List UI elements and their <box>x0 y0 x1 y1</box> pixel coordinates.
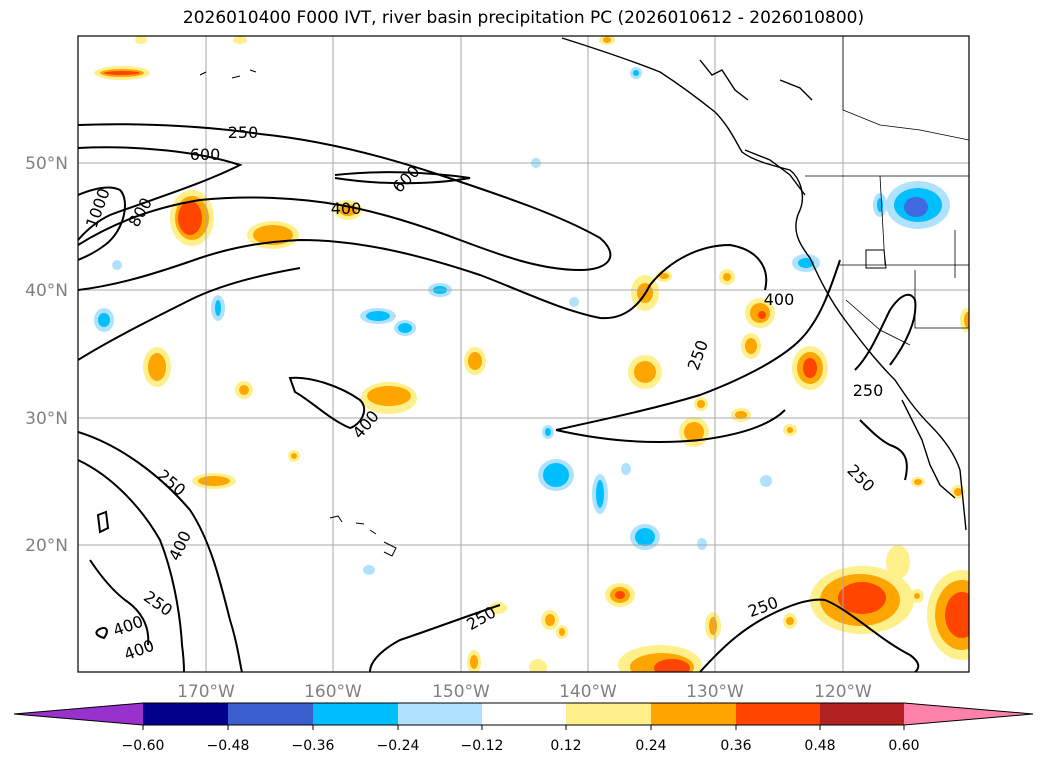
ivt-contours <box>78 123 920 672</box>
blob-positive-23 <box>705 612 721 640</box>
blob-negative-5 <box>394 320 416 336</box>
blob-positive-5 <box>143 347 171 387</box>
blob-positive-37 <box>960 308 969 332</box>
blob-negative-4 <box>360 308 396 324</box>
blob-positive-30 <box>489 602 507 614</box>
blob-positive-19 <box>694 397 708 411</box>
blob-positive-25 <box>618 645 702 672</box>
blob-positive-35 <box>911 477 925 487</box>
blob-positive-17 <box>792 346 828 390</box>
blob-positive-20 <box>731 408 751 422</box>
contour-label: 400 <box>764 290 795 309</box>
precip-blobs <box>94 36 969 672</box>
blob-positive-15 <box>745 298 775 328</box>
colorbar-segment <box>651 703 736 725</box>
lon-label-160w: 160°W <box>304 682 362 702</box>
colorbar-tick-label: −0.48 <box>207 738 250 754</box>
blob-positive-29 <box>529 659 547 672</box>
blob-positive-6 <box>235 381 253 399</box>
blob-positive-22 <box>605 583 635 607</box>
colorbar-segment <box>143 703 228 725</box>
map-frame <box>77 35 970 673</box>
colorbar-tick-label: −0.36 <box>292 738 335 754</box>
colorbar-ticks <box>142 725 905 730</box>
lon-label-120w: 120°W <box>814 682 872 702</box>
coastlines <box>561 37 967 531</box>
blob-positive-16 <box>741 333 761 359</box>
blob-positive-3 <box>247 221 299 249</box>
colorbar-tick-label: −0.12 <box>461 738 504 754</box>
map-plot-area: 250 600 1000 800 400 600 400 250 250 400… <box>78 36 969 672</box>
blob-positive-28 <box>467 650 481 672</box>
lon-label-130w: 130°W <box>686 682 744 702</box>
colorbar-segment <box>228 703 313 725</box>
colorbar-tick-label: −0.60 <box>122 738 165 754</box>
blob-positive-27 <box>556 625 568 639</box>
colorbar-segment <box>482 703 566 725</box>
contour-label: 400 <box>331 199 362 218</box>
latitude-labels: 50°N 40°N 30°N 20°N <box>25 154 68 556</box>
blob-negative-13 <box>112 158 772 575</box>
lon-label-170w: 170°W <box>177 682 235 702</box>
lon-label-140w: 140°W <box>559 682 617 702</box>
blob-positive-1 <box>94 66 150 80</box>
lat-label-30n: 30°N <box>25 409 68 429</box>
islands <box>199 69 887 557</box>
longitude-labels: 170°W 160°W 150°W 140°W 130°W 120°W <box>177 682 872 702</box>
colorbar-segment <box>566 703 651 725</box>
colorbar-segment <box>820 703 904 725</box>
blob-positive-32 <box>886 545 910 579</box>
blob-positive-39 <box>599 36 615 45</box>
blob-positive-11 <box>628 355 662 389</box>
blob-positive-31 <box>810 566 914 634</box>
blob-positive-34 <box>927 570 969 660</box>
graticule <box>78 36 969 672</box>
colorbar-segment <box>313 703 398 725</box>
colorbar-tick-label: 0.36 <box>720 738 751 754</box>
blob-positive-9 <box>288 450 300 462</box>
blob-negative-1 <box>886 181 950 229</box>
blob-negative-9 <box>630 524 660 550</box>
contour-label: 250 <box>228 123 259 142</box>
blob-positive-38 <box>135 36 247 44</box>
figure-title: 2026010400 F000 IVT, river basin precipi… <box>182 8 865 28</box>
blob-positive-8 <box>192 473 236 489</box>
blob-positive-33 <box>910 589 924 603</box>
blob-negative-7 <box>538 459 574 491</box>
lon-label-150w: 150°W <box>432 682 490 702</box>
blob-negative-14 <box>630 67 642 79</box>
borders <box>805 36 969 346</box>
blob-positive-21 <box>783 424 797 436</box>
blob-positive-24 <box>783 613 797 629</box>
contour-label: 250 <box>853 381 884 400</box>
colorbar-tick-label: 0.24 <box>635 738 666 754</box>
blob-negative-12 <box>542 425 554 439</box>
colorbar: −0.60 −0.48 −0.36 −0.24 −0.12 0.12 0.24 … <box>13 702 1034 754</box>
blob-positive-7 <box>361 382 417 414</box>
colorbar-tick-label: 0.60 <box>888 738 919 754</box>
lat-label-50n: 50°N <box>25 154 68 174</box>
blob-negative-11 <box>873 193 887 217</box>
blob-positive-18 <box>679 417 709 447</box>
contour-label: 600 <box>190 145 221 164</box>
blob-positive-14 <box>719 269 735 285</box>
blob-negative-8 <box>592 474 608 514</box>
colorbar-tick-label: 0.12 <box>550 738 581 754</box>
blob-positive-10 <box>464 347 486 375</box>
blob-positive-26 <box>541 610 559 630</box>
blob-negative-3 <box>211 295 225 321</box>
colorbar-arrow-left <box>14 703 143 725</box>
colorbar-segment <box>736 703 820 725</box>
lat-label-40n: 40°N <box>25 281 68 301</box>
blob-negative-2 <box>94 308 114 332</box>
blob-negative-10 <box>792 254 820 272</box>
colorbar-segment <box>398 703 482 725</box>
colorbar-tick-label: −0.24 <box>377 738 420 754</box>
lat-label-20n: 20°N <box>25 536 68 556</box>
colorbar-arrow-right <box>904 703 1033 725</box>
colorbar-tick-label: 0.48 <box>804 738 835 754</box>
